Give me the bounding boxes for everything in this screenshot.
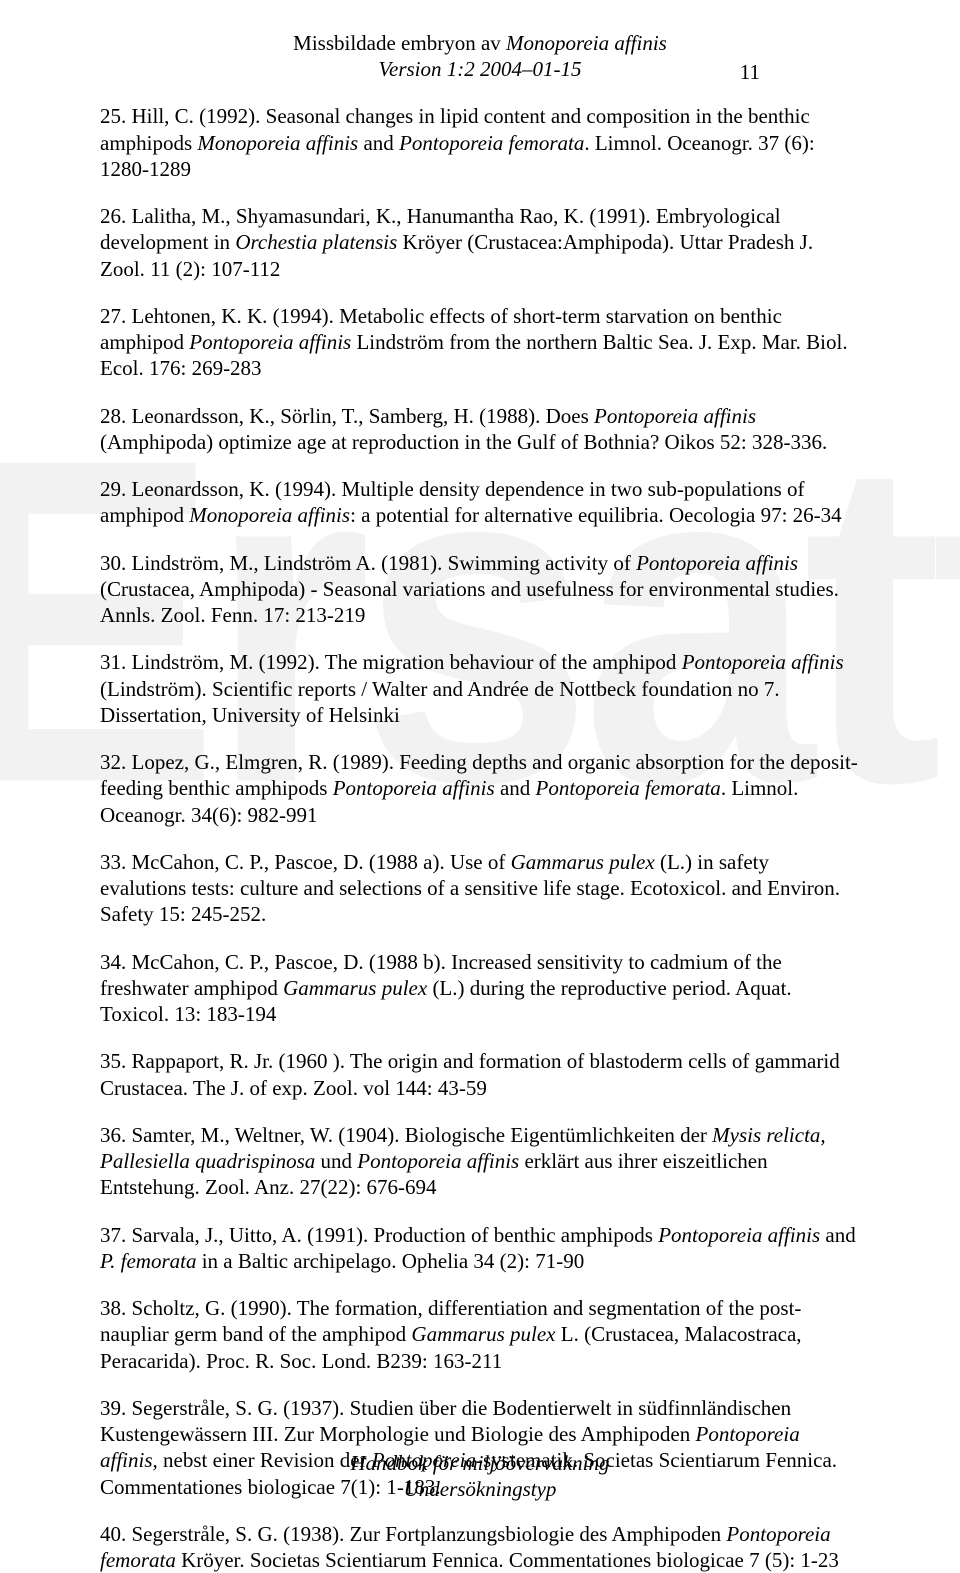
reference-item: 37. Sarvala, J., Uitto, A. (1991). Produ…	[100, 1222, 860, 1275]
header-title-plain: Missbildade embryon av	[293, 31, 506, 55]
reference-item: 35. Rappaport, R. Jr. (1960 ). The origi…	[100, 1048, 860, 1101]
reference-item: 30. Lindström, M., Lindström A. (1981). …	[100, 550, 860, 629]
reference-item: 31. Lindström, M. (1992). The migration …	[100, 649, 860, 728]
page-number: 11	[740, 60, 760, 85]
reference-item: 34. McCahon, C. P., Pascoe, D. (1988 b).…	[100, 949, 860, 1028]
reference-item: 39. Segerstråle, S. G. (1937). Studien ü…	[100, 1395, 860, 1500]
reference-item: 33. McCahon, C. P., Pascoe, D. (1988 a).…	[100, 849, 860, 928]
header-title: Missbildade embryon av Monoporeia affini…	[100, 30, 860, 57]
page-content: 11 Missbildade embryon av Monoporeia aff…	[100, 30, 860, 1573]
reference-item: 25. Hill, C. (1992). Seasonal changes in…	[100, 103, 860, 182]
reference-item: 38. Scholtz, G. (1990). The formation, d…	[100, 1295, 860, 1374]
reference-item: 32. Lopez, G., Elmgren, R. (1989). Feedi…	[100, 749, 860, 828]
document-page: Ersatt 11 Missbildade embryon av Monopor…	[0, 0, 960, 1530]
reference-item: 36. Samter, M., Weltner, W. (1904). Biol…	[100, 1122, 860, 1201]
reference-list: 25. Hill, C. (1992). Seasonal changes in…	[100, 103, 860, 1573]
reference-item: 29. Leonardsson, K. (1994). Multiple den…	[100, 476, 860, 529]
header-title-italic: Monoporeia affinis	[506, 31, 667, 55]
reference-item: 28. Leonardsson, K., Sörlin, T., Samberg…	[100, 403, 860, 456]
reference-item: 27. Lehtonen, K. K. (1994). Metabolic ef…	[100, 303, 860, 382]
reference-item: 26. Lalitha, M., Shyamasundari, K., Hanu…	[100, 203, 860, 282]
reference-item: 40. Segerstråle, S. G. (1938). Zur Fortp…	[100, 1521, 860, 1573]
